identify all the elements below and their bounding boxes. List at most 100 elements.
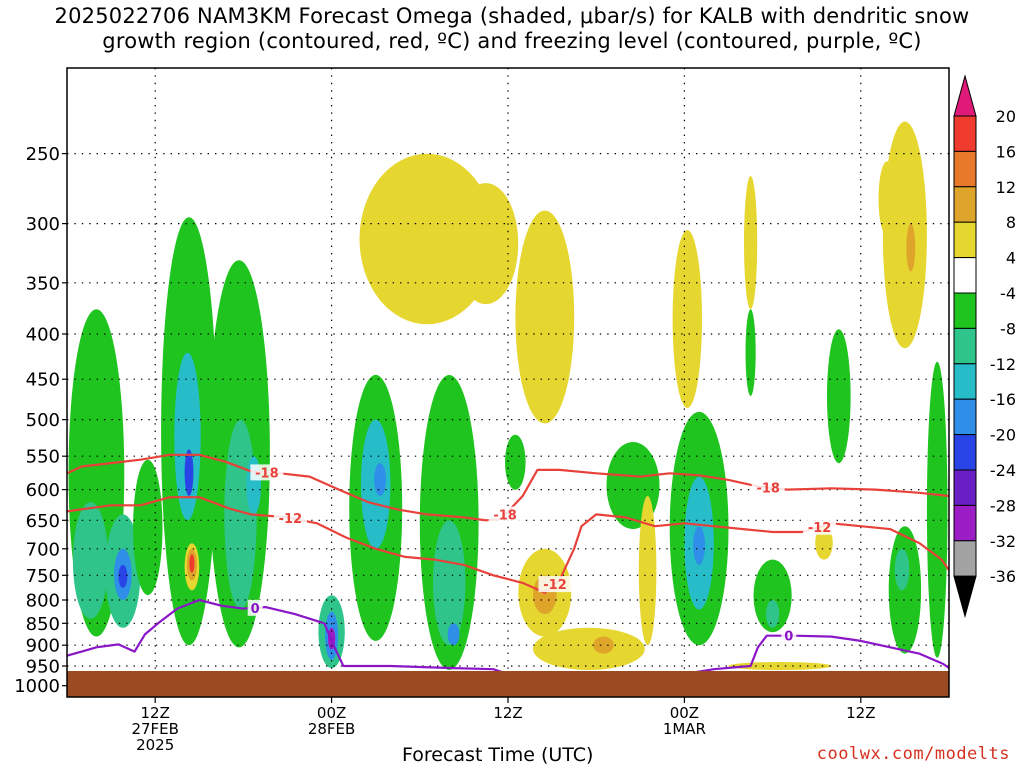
x-tick-label: 12Z xyxy=(141,704,170,722)
omega-cell xyxy=(926,361,948,658)
x-tick-label: 2025 xyxy=(136,736,174,754)
x-tick-label: 27FEB xyxy=(131,720,178,738)
omega-cell xyxy=(72,502,109,619)
y-axis: 2503003504004505005506006507007508008509… xyxy=(14,144,67,697)
colorbar-label: -36 xyxy=(990,567,1016,586)
y-tick-label: 900 xyxy=(26,636,60,657)
omega-cell xyxy=(133,459,163,596)
omega-cell xyxy=(593,636,614,654)
contour-label: -18 xyxy=(493,509,517,524)
omega-cell xyxy=(189,554,195,573)
contour-label: -12 xyxy=(543,578,567,593)
contour-label: -18 xyxy=(255,466,279,481)
omega-cell xyxy=(745,309,756,396)
omega-cell xyxy=(906,223,916,272)
omega-cell xyxy=(533,627,645,671)
colorbar-bin xyxy=(953,363,977,400)
colorbar-bin xyxy=(953,221,977,259)
contour-0c xyxy=(67,598,949,676)
chart-title-line-2: growth region (contoured, red, ºC) and f… xyxy=(102,29,922,53)
omega-cell xyxy=(672,230,702,408)
y-tick-label: 800 xyxy=(26,591,60,612)
x-tick-label: 00Z xyxy=(670,704,699,722)
colorbar-bin xyxy=(953,74,977,117)
omega-cell xyxy=(505,434,526,490)
colorbar-bin xyxy=(953,292,977,329)
omega-shading xyxy=(68,121,948,671)
y-tick-label: 250 xyxy=(26,144,60,165)
x-tick-label: 12Z xyxy=(493,704,522,722)
omega-cell xyxy=(728,662,832,670)
colorbar-bin xyxy=(953,504,977,542)
y-tick-label: 700 xyxy=(26,539,60,560)
y-tick-label: 600 xyxy=(26,480,60,501)
contour-label: 0 xyxy=(784,630,793,645)
colorbar-label: -32 xyxy=(990,532,1016,551)
omega-cell xyxy=(515,210,575,424)
contour-label-bg xyxy=(247,599,263,616)
colorbar-bin xyxy=(953,115,977,152)
omega-cell xyxy=(744,176,758,310)
y-tick-label: 650 xyxy=(26,511,60,532)
colorbar-label: -16 xyxy=(990,390,1016,409)
y-tick-label: 850 xyxy=(26,614,60,635)
colorbar-label: -24 xyxy=(990,461,1016,480)
omega-cell xyxy=(693,526,705,565)
colorbar-bin xyxy=(953,540,977,577)
omega-cell xyxy=(374,463,386,496)
omega-cell xyxy=(766,600,780,628)
omega-cell xyxy=(453,183,519,305)
contour-label-bg xyxy=(250,464,284,481)
y-tick-label: 550 xyxy=(26,447,60,468)
omega-cell xyxy=(174,352,201,521)
colorbar-bin xyxy=(953,257,977,294)
colorbar-label: -28 xyxy=(990,496,1016,515)
contour-label: 0 xyxy=(251,602,260,617)
colorbar-label: -4 xyxy=(1000,284,1016,303)
colorbar-bin xyxy=(953,327,977,365)
y-tick-label: 950 xyxy=(26,657,60,678)
omega-cell xyxy=(447,623,460,646)
contour-label: -12 xyxy=(279,512,303,527)
colorbar-label: 4 xyxy=(1006,249,1016,268)
omega-cell xyxy=(827,329,851,464)
omega-cell xyxy=(894,548,910,591)
contour-label-bg xyxy=(273,510,307,526)
colorbar-bin xyxy=(953,150,977,188)
y-tick-label: 400 xyxy=(26,325,60,346)
omega-cell xyxy=(882,121,927,349)
x-tick-label: 28FEB xyxy=(308,720,355,738)
colorbar-label: -8 xyxy=(1000,319,1016,338)
ground-band xyxy=(67,671,949,697)
colorbar-bin xyxy=(953,186,977,223)
y-tick-label: 1000 xyxy=(14,676,60,697)
colorbar-label: 20 xyxy=(996,107,1016,126)
y-tick-label: 750 xyxy=(26,566,60,587)
x-axis-label: Forecast Time (UTC) xyxy=(402,744,594,766)
omega-cell xyxy=(638,495,657,646)
y-tick-label: 500 xyxy=(26,410,60,431)
colorbar-label: 8 xyxy=(1006,213,1016,232)
omega-cell xyxy=(753,559,792,633)
colorbar-bin xyxy=(953,469,977,506)
contour-label: -18 xyxy=(756,482,780,497)
x-tick-label: 12Z xyxy=(846,704,875,722)
colorbar-bin xyxy=(953,575,977,619)
y-tick-label: 300 xyxy=(26,214,60,235)
contour-label-bg xyxy=(488,506,522,523)
contour-label-bg xyxy=(781,627,797,644)
credit-text: coolwx.com/modelts xyxy=(816,744,1010,764)
x-tick-label: 1MAR xyxy=(663,720,706,738)
contour-label-bg xyxy=(803,518,837,535)
colorbar-label: -20 xyxy=(990,426,1016,445)
colorbar: 20 16 12 8 4 -4 -8 -12 -16 -20 -24 -28 -32 -36 xyxy=(953,74,1016,619)
colorbar-bin xyxy=(953,398,977,436)
colorbar-label: 16 xyxy=(996,142,1016,161)
temperature-contours: -18 -18 -18 -12 -12 -12 0 0 xyxy=(67,453,949,676)
contour-label-bg xyxy=(751,479,785,496)
chart-title-line-1: 2025022706 NAM3KM Forecast Omega (shaded… xyxy=(54,4,970,28)
x-tick-label: 00Z xyxy=(317,704,346,722)
colorbar-label: -12 xyxy=(990,355,1016,374)
